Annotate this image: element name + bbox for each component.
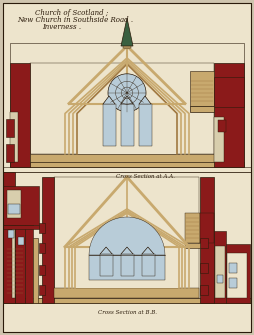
- Bar: [39, 285, 45, 295]
- Bar: [54, 177, 199, 298]
- Bar: [200, 285, 208, 295]
- Polygon shape: [121, 18, 133, 46]
- Bar: [123, 44, 131, 48]
- Polygon shape: [89, 217, 165, 255]
- Bar: [139, 104, 152, 146]
- Bar: [121, 254, 134, 276]
- Bar: [10, 63, 30, 167]
- Polygon shape: [75, 213, 179, 288]
- Bar: [12, 226, 15, 298]
- Bar: [185, 243, 200, 248]
- Bar: [100, 254, 113, 276]
- Bar: [200, 238, 208, 248]
- Bar: [54, 288, 199, 298]
- Bar: [214, 231, 226, 303]
- Bar: [18, 237, 24, 245]
- Bar: [25, 218, 33, 303]
- Bar: [185, 213, 200, 243]
- Bar: [30, 63, 214, 154]
- Bar: [214, 117, 224, 162]
- Bar: [10, 43, 244, 167]
- Polygon shape: [139, 96, 151, 104]
- Bar: [10, 162, 244, 167]
- Bar: [190, 71, 214, 106]
- Text: Church of Scotland ;: Church of Scotland ;: [35, 9, 109, 17]
- Bar: [39, 243, 45, 253]
- Polygon shape: [142, 247, 154, 254]
- Bar: [42, 177, 54, 303]
- Bar: [10, 112, 18, 162]
- Bar: [89, 255, 165, 280]
- Bar: [39, 265, 45, 275]
- Bar: [6, 119, 14, 137]
- Bar: [227, 253, 247, 298]
- Polygon shape: [121, 247, 133, 254]
- Bar: [121, 104, 134, 146]
- Bar: [39, 223, 45, 233]
- Bar: [15, 211, 25, 303]
- Bar: [190, 106, 214, 112]
- Bar: [142, 254, 155, 276]
- Bar: [214, 63, 244, 167]
- Bar: [218, 120, 226, 132]
- Bar: [229, 263, 237, 273]
- Bar: [33, 238, 38, 303]
- Bar: [6, 144, 14, 162]
- Text: Cross Section at A.A.: Cross Section at A.A.: [116, 174, 174, 179]
- Bar: [217, 275, 223, 283]
- Text: Cross Section at B.B.: Cross Section at B.B.: [98, 310, 156, 315]
- Bar: [124, 44, 130, 48]
- Circle shape: [108, 74, 146, 112]
- Bar: [200, 213, 214, 243]
- Bar: [8, 204, 20, 214]
- Bar: [3, 172, 15, 303]
- Bar: [215, 246, 225, 298]
- Bar: [200, 177, 214, 303]
- Bar: [3, 298, 251, 303]
- Bar: [3, 172, 251, 303]
- Polygon shape: [103, 96, 115, 104]
- Bar: [3, 225, 43, 229]
- Bar: [214, 77, 244, 107]
- Polygon shape: [77, 64, 177, 154]
- Bar: [30, 154, 214, 162]
- Text: New Church in Southside Road .: New Church in Southside Road .: [17, 16, 133, 24]
- Polygon shape: [121, 96, 133, 104]
- Bar: [229, 278, 237, 288]
- Bar: [103, 104, 116, 146]
- Text: Inverness .: Inverness .: [42, 23, 82, 31]
- Polygon shape: [100, 247, 112, 254]
- Bar: [7, 190, 21, 218]
- Bar: [226, 244, 250, 303]
- Bar: [200, 263, 208, 273]
- Bar: [8, 230, 14, 238]
- Bar: [3, 186, 39, 225]
